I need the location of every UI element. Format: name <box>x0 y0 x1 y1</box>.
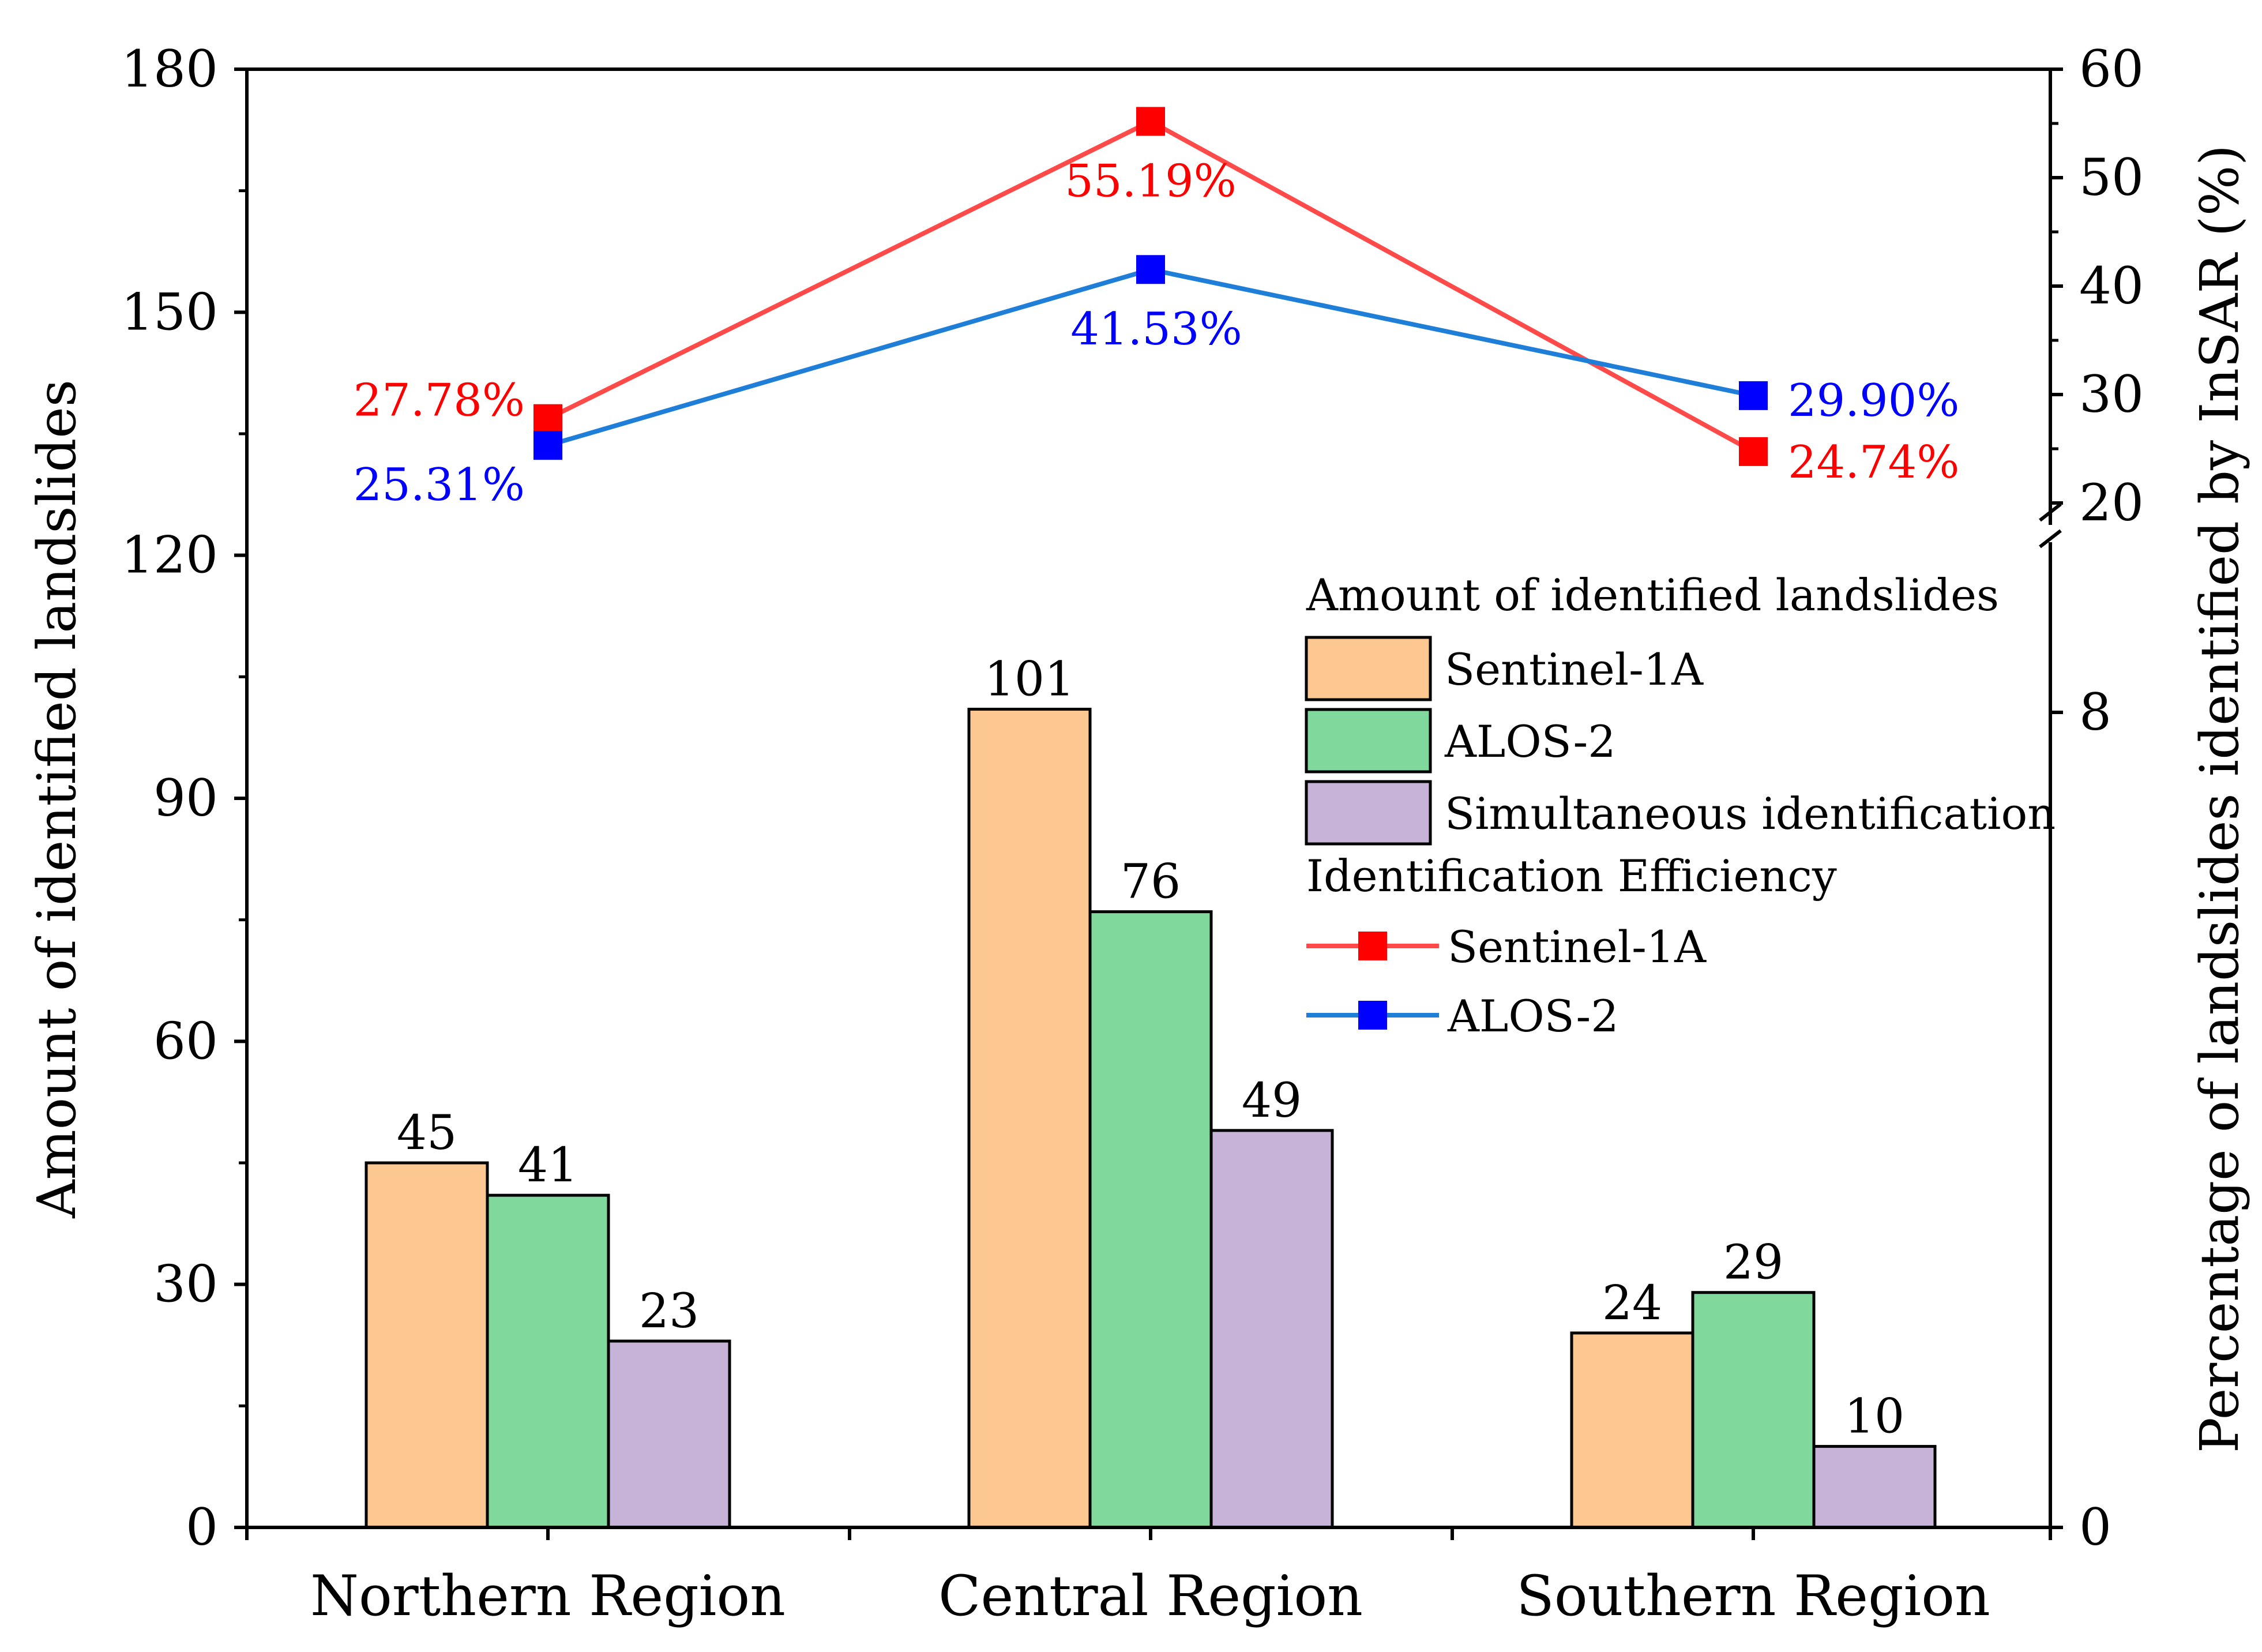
left-tick-label: 0 <box>186 1497 218 1557</box>
right-tick-label: 0 <box>2079 1497 2111 1557</box>
legend-swatch-1 <box>1305 708 1432 774</box>
x-category-label: Central Region <box>938 1564 1363 1628</box>
bar-sentinel-1a-2 <box>1570 1331 1694 1529</box>
x-category-label: Northern Region <box>310 1564 786 1628</box>
line-value-label: 25.31% <box>354 459 525 511</box>
right-tick-label: 30 <box>2079 365 2144 424</box>
line-marker-0-1 <box>1136 107 1165 136</box>
right-tick-label: 40 <box>2079 256 2144 316</box>
left-tick-label: 90 <box>153 768 218 828</box>
bars-layer: 45 101 24 41 76 29 23 49 10 <box>365 652 1937 1529</box>
line-value-label: 29.90% <box>1788 375 1959 427</box>
bar-alos-2-0 <box>486 1193 610 1529</box>
line-value-label: 55.19% <box>1065 155 1236 207</box>
bar-value-label: 45 <box>397 1106 457 1161</box>
left-tick-label: 30 <box>153 1255 218 1314</box>
axes-layer: 0 30 60 90 120 150 180 0 8 20 30 40 50 60 Northern Reg… <box>26 39 2250 1628</box>
left-tick-label: 180 <box>121 39 218 99</box>
bar-value-label: 10 <box>1844 1390 1904 1444</box>
bar-sentinel-1a-1 <box>967 708 1092 1529</box>
bar-simultaneous-identification-1 <box>1209 1129 1334 1529</box>
line-value-label: 27.78% <box>354 375 525 427</box>
left-axis-title: Amount of identified landslides <box>26 380 88 1219</box>
x-category-label: Southern Region <box>1516 1564 1990 1628</box>
axis-break-mark <box>2039 502 2062 522</box>
lines-layer: 27.78% 55.19% 24.74% 25.31% 41.53% 29.90% <box>354 107 1959 511</box>
right-tick-label: 8 <box>2079 682 2111 742</box>
legend-line-title: Identification Efficiency <box>1306 850 1837 902</box>
bar-value-label: 49 <box>1242 1073 1302 1128</box>
legend-bar-label: ALOS-2 <box>1444 716 1616 767</box>
line-marker-1-0 <box>533 431 562 460</box>
line-marker-0-2 <box>1739 437 1768 466</box>
line-marker-1-2 <box>1739 381 1768 410</box>
bar-value-label: 23 <box>639 1284 699 1339</box>
legend-line-label: ALOS-2 <box>1447 990 1619 1042</box>
legend-bar-label: Simultaneous identification <box>1445 788 2056 839</box>
legend: Amount of identified landslides Sentinel-… <box>1305 569 2056 1042</box>
legend-line-label: Sentinel-1A <box>1448 921 1707 973</box>
right-axis-title: Percentage of landslides identified by I… <box>2189 145 2250 1453</box>
right-tick-label: 20 <box>2079 473 2144 532</box>
legend-line-marker-1 <box>1358 1001 1387 1030</box>
axis-break-mark <box>2039 529 2062 549</box>
bar-simultaneous-identification-2 <box>1812 1445 1937 1529</box>
bar-value-label: 101 <box>985 652 1075 707</box>
left-tick-label: 60 <box>153 1011 218 1071</box>
bar-value-label: 24 <box>1602 1276 1662 1331</box>
legend-bar-label: Sentinel-1A <box>1445 644 1704 695</box>
right-tick-label: 60 <box>2079 39 2144 99</box>
bar-alos-2-2 <box>1691 1291 1816 1529</box>
line-marker-1-1 <box>1136 255 1165 284</box>
bar-sentinel-1a-0 <box>365 1161 489 1529</box>
line-value-label: 24.74% <box>1788 437 1959 489</box>
bar-alos-2-1 <box>1088 910 1213 1529</box>
left-tick-label: 150 <box>121 282 218 341</box>
line-value-label: 41.53% <box>1070 303 1242 355</box>
legend-line-marker-0 <box>1358 932 1387 960</box>
bar-simultaneous-identification-0 <box>607 1339 731 1529</box>
legend-swatch-0 <box>1305 636 1432 701</box>
legend-swatch-2 <box>1305 780 1432 846</box>
left-tick-label: 120 <box>121 525 218 585</box>
bar-value-label: 76 <box>1121 855 1181 910</box>
bar-value-label: 41 <box>518 1138 578 1193</box>
right-tick-label: 50 <box>2079 148 2144 207</box>
bar-value-label: 29 <box>1723 1236 1783 1290</box>
line-marker-0-0 <box>533 404 562 433</box>
legend-bar-title: Amount of identified landslides <box>1306 569 1999 621</box>
